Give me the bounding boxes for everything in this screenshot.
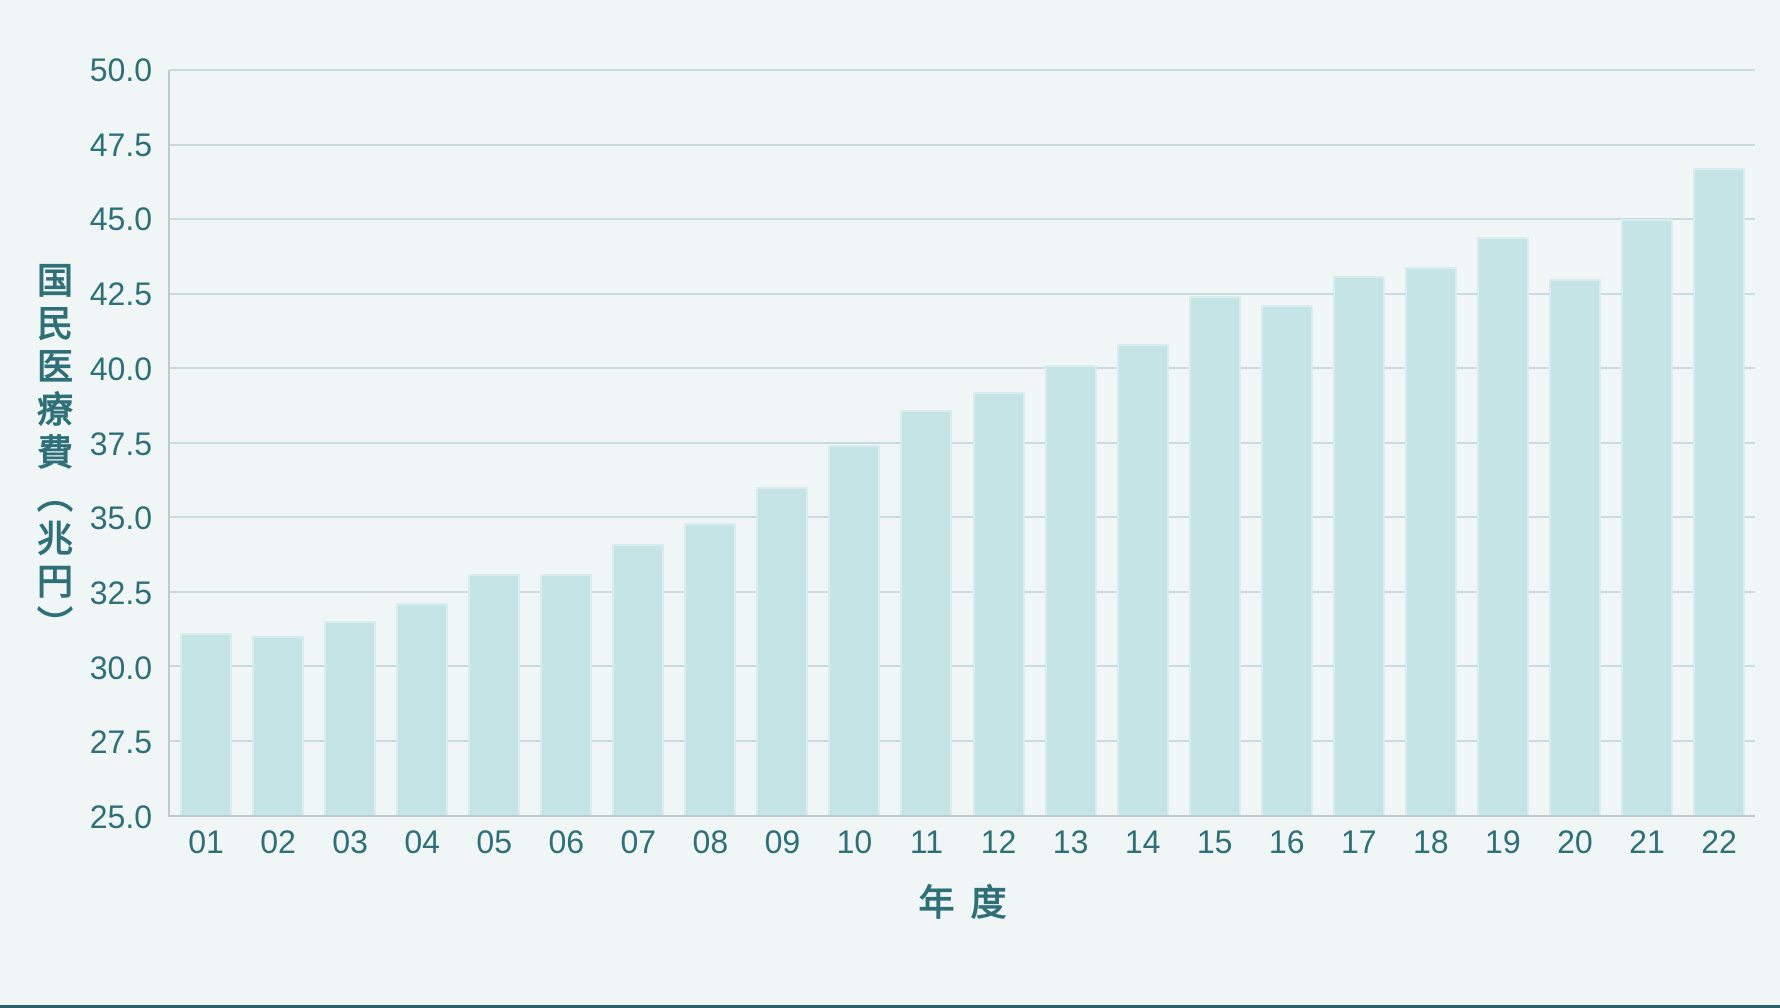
bar-15 bbox=[1188, 296, 1241, 815]
x-tick-label: 15 bbox=[1196, 824, 1233, 860]
y-tick-label: 47.5 bbox=[89, 126, 152, 163]
x-axis-tick-labels: 01 02 03 04 05 06 07 08 09 10 11 12 13 14 15 16 17 18 19 20… bbox=[170, 826, 1755, 858]
y-tick-label: 35.0 bbox=[89, 500, 152, 537]
gridline bbox=[170, 665, 1755, 667]
x-tick-label: 10 bbox=[836, 824, 873, 860]
bar-10 bbox=[828, 445, 881, 815]
x-tick-label: 13 bbox=[1052, 824, 1089, 860]
gridline bbox=[170, 292, 1755, 295]
gridline bbox=[170, 516, 1755, 518]
y-tick-label: 37.5 bbox=[89, 425, 152, 462]
x-tick-label: 16 bbox=[1268, 824, 1305, 860]
bar-21 bbox=[1620, 219, 1673, 815]
x-tick-label: 18 bbox=[1413, 824, 1449, 860]
x-axis-title: 年度 bbox=[918, 882, 1023, 923]
bar-22 bbox=[1692, 168, 1745, 815]
x-tick-label: 14 bbox=[1124, 824, 1161, 860]
x-tick-label: 05 bbox=[476, 824, 512, 860]
x-tick-label: 01 bbox=[188, 824, 224, 860]
bar-18 bbox=[1404, 266, 1457, 815]
bar-17 bbox=[1332, 275, 1385, 815]
y-axis-tick-labels: 25.0 27.5 30.0 32.5 35.0 37.5 40.0 42.5 45.0 47.5… bbox=[0, 54, 152, 833]
y-tick-label: 50.0 bbox=[89, 52, 152, 88]
bar-series bbox=[170, 70, 1755, 815]
x-tick-label: 03 bbox=[332, 824, 368, 860]
y-tick-label: 45.0 bbox=[89, 201, 152, 238]
y-tick-label: 32.5 bbox=[89, 574, 152, 611]
x-tick-label: 06 bbox=[548, 824, 585, 860]
gridline bbox=[170, 69, 1755, 71]
y-tick-label: 30.0 bbox=[89, 649, 152, 686]
bar-16 bbox=[1260, 305, 1313, 815]
bar-02 bbox=[252, 636, 305, 815]
x-tick-label: 21 bbox=[1629, 824, 1665, 860]
x-tick-label: 11 bbox=[909, 824, 944, 860]
gridline bbox=[170, 590, 1755, 593]
gridline bbox=[170, 218, 1755, 220]
bar-11 bbox=[900, 409, 953, 815]
bar-12 bbox=[972, 391, 1025, 815]
bar-14 bbox=[1116, 344, 1169, 815]
x-tick-label: 19 bbox=[1485, 824, 1521, 860]
y-tick-label: 40.0 bbox=[89, 350, 152, 387]
x-tick-label: 17 bbox=[1340, 824, 1377, 860]
bar-08 bbox=[684, 522, 737, 815]
bar-13 bbox=[1044, 365, 1097, 815]
y-tick-label: 27.5 bbox=[89, 724, 152, 761]
gridline bbox=[170, 739, 1755, 742]
x-tick-label: 07 bbox=[620, 824, 657, 860]
x-tick-label: 04 bbox=[404, 824, 440, 860]
bar-04 bbox=[396, 603, 449, 815]
bar-09 bbox=[756, 487, 809, 815]
gridline bbox=[170, 441, 1755, 444]
bar-20 bbox=[1548, 278, 1601, 815]
x-tick-label: 20 bbox=[1557, 824, 1593, 860]
bar-05 bbox=[468, 573, 521, 815]
y-tick-label: 42.5 bbox=[89, 276, 152, 313]
x-tick-label: 09 bbox=[764, 824, 801, 860]
y-axis-title: 国民医療費（兆円） bbox=[32, 261, 73, 649]
x-tick-label: 02 bbox=[260, 824, 296, 860]
y-tick-label: 25.0 bbox=[89, 799, 152, 835]
x-tick-label: 08 bbox=[692, 824, 729, 860]
x-tick-label: 22 bbox=[1701, 824, 1737, 860]
bar-07 bbox=[612, 543, 665, 815]
bar-19 bbox=[1476, 236, 1529, 815]
gridline bbox=[170, 143, 1755, 146]
bottom-border-strip bbox=[0, 1005, 1780, 1008]
plot-area bbox=[168, 69, 1755, 817]
bar-03 bbox=[324, 621, 377, 815]
gridline bbox=[170, 367, 1755, 369]
bar-01 bbox=[180, 633, 232, 815]
bar-06 bbox=[540, 573, 593, 815]
x-tick-label: 12 bbox=[980, 824, 1017, 860]
